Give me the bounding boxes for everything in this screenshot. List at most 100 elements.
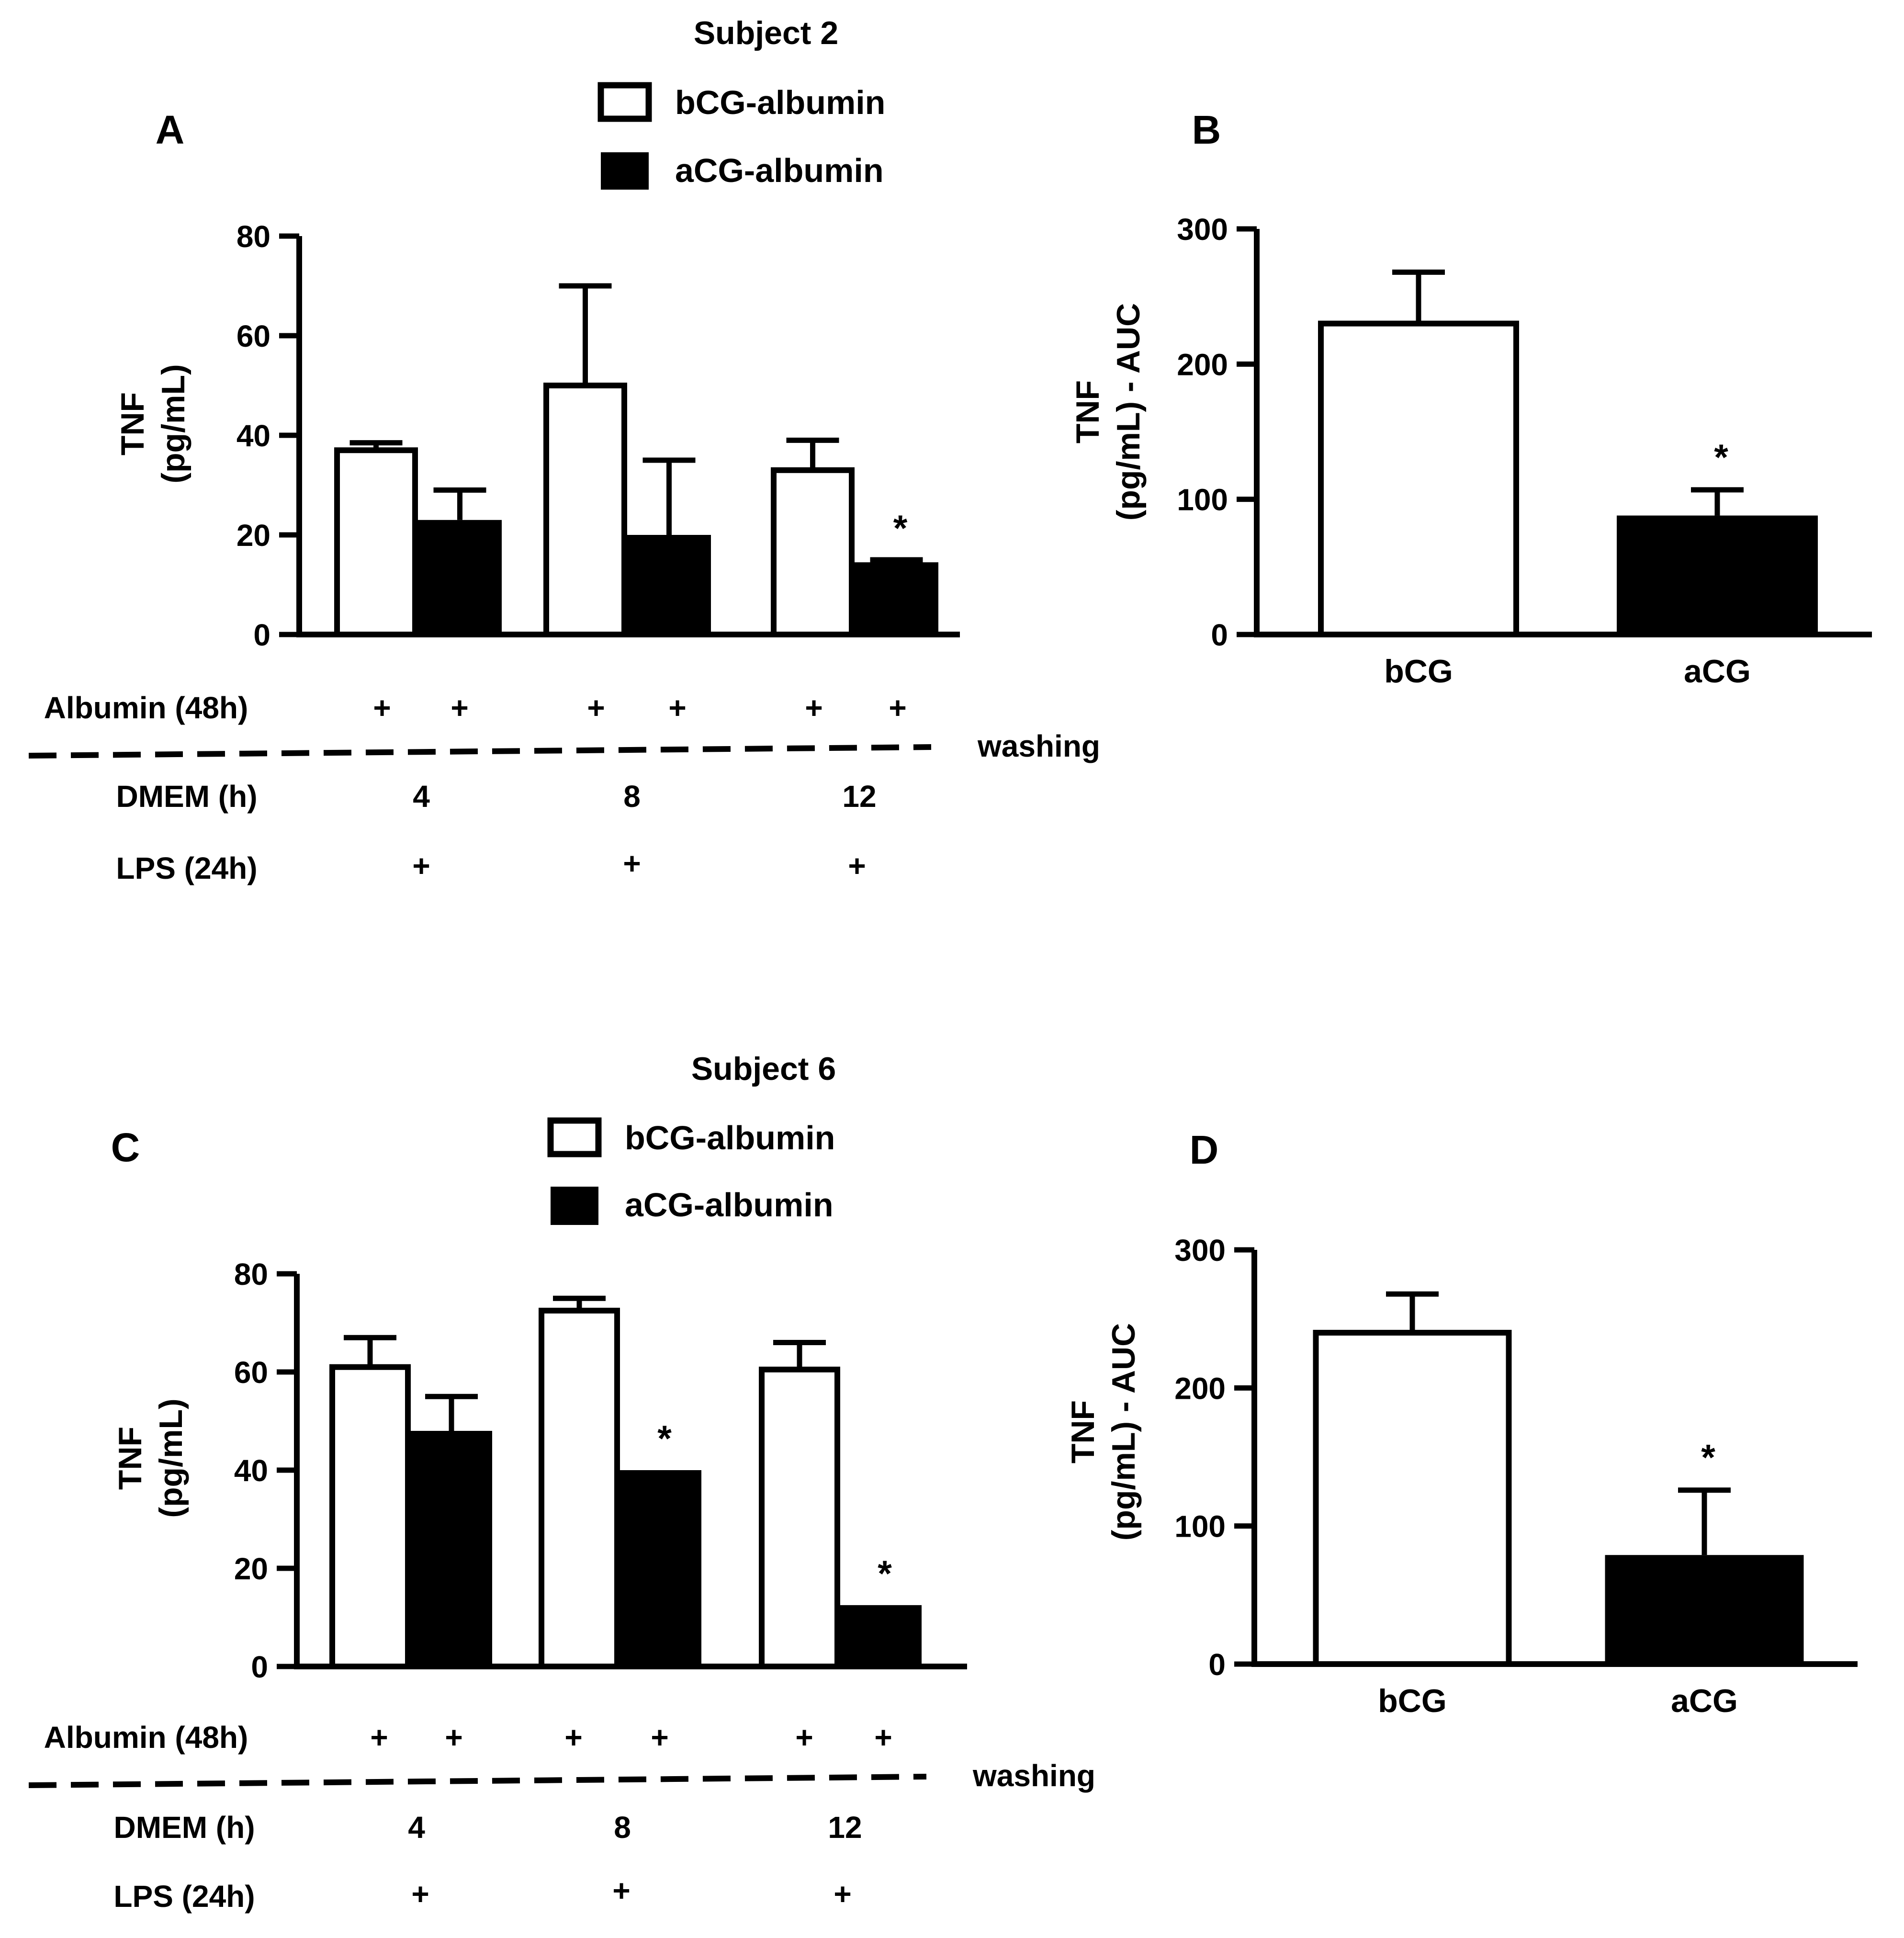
panel-letter: A xyxy=(156,107,185,152)
albumin-plus: + xyxy=(451,691,468,725)
y-tick-label: 40 xyxy=(234,1453,268,1488)
significance-asterisk: * xyxy=(878,1553,892,1594)
y-axis-title-line-1: TNF xyxy=(1070,380,1106,443)
y-tick-label: 20 xyxy=(237,518,270,553)
y-tick-label: 200 xyxy=(1177,347,1228,382)
y-tick-label: 0 xyxy=(1211,618,1228,652)
y-axis-title-line-1: TNF xyxy=(1065,1400,1101,1463)
bar-open xyxy=(334,447,418,637)
plot-area: 0 100 200 300 bCG aCG * xyxy=(1177,212,1872,690)
albumin-label: Albumin (48h) xyxy=(44,1720,248,1755)
plot-area: 0 20 40 60 80 * * xyxy=(234,1257,967,1684)
x-tick-label: bCG xyxy=(1378,1683,1447,1719)
albumin-plus: + xyxy=(651,1720,668,1755)
legend-label: aCG-albumin xyxy=(625,1186,834,1224)
panel-letter: D xyxy=(1190,1127,1219,1172)
significance-asterisk: * xyxy=(893,508,908,549)
y-tick-label: 80 xyxy=(234,1257,268,1292)
bar-open xyxy=(539,1307,620,1669)
y-tick-label: 100 xyxy=(1174,1509,1226,1544)
washing-divider xyxy=(28,1774,927,1788)
albumin-plus: + xyxy=(874,1720,892,1755)
panel-d: D TNF (pg/mL) - AUC 0 100 200 300 bCG aCG * xyxy=(1065,1127,1858,1719)
bar-solid xyxy=(855,562,938,635)
bar-solid xyxy=(840,1605,922,1666)
x-tick-label: aCG xyxy=(1671,1683,1738,1719)
plot-area: 0 20 40 60 80 * xyxy=(237,219,960,652)
y-tick-label: 20 xyxy=(234,1552,268,1586)
condition-table: Albumin (48h) + + + + + + washing DMEM (… xyxy=(28,691,1100,885)
bar-solid xyxy=(411,1431,492,1666)
dmem-value: 12 xyxy=(828,1810,862,1845)
bar-solid xyxy=(1617,515,1818,635)
bar-open xyxy=(1318,320,1519,637)
legend-label: bCG-albumin xyxy=(625,1119,835,1156)
y-axis-title-line-2: (pg/mL) - AUC xyxy=(1105,1323,1142,1541)
lps-plus: + xyxy=(412,849,430,883)
bar-open xyxy=(759,1366,840,1669)
legend-swatch-open xyxy=(597,82,652,122)
dmem-label: DMEM (h) xyxy=(113,1810,255,1845)
lps-plus: + xyxy=(411,1877,429,1911)
albumin-plus: + xyxy=(587,691,605,725)
x-tick-label: aCG xyxy=(1684,653,1751,690)
legend-label: aCG-albumin xyxy=(675,152,884,189)
bar-open xyxy=(543,383,627,637)
y-tick-label: 100 xyxy=(1177,483,1228,517)
panel-letter: C xyxy=(111,1125,140,1170)
x-tick-label: bCG xyxy=(1384,653,1453,690)
lps-label: LPS (24h) xyxy=(113,1879,255,1914)
subject-title: Subject 6 xyxy=(691,1051,836,1087)
dmem-value: 4 xyxy=(408,1810,425,1845)
significance-asterisk: * xyxy=(1701,1438,1715,1478)
legend-swatch-solid xyxy=(551,1187,598,1225)
dmem-label: DMEM (h) xyxy=(116,779,257,814)
albumin-plus: + xyxy=(668,691,686,725)
legend-swatch-solid xyxy=(601,152,649,190)
panel-b: B TNF (pg/mL) - AUC 0 100 200 300 bCG aCG * xyxy=(1070,107,1872,690)
bar-solid xyxy=(1605,1555,1804,1664)
washing-divider xyxy=(28,744,932,759)
y-tick-label: 0 xyxy=(253,618,270,652)
legend-swatch-open xyxy=(547,1117,602,1157)
dmem-value: 4 xyxy=(413,779,430,814)
panel-a: Subject 2 A bCG-albumin aCG-albumin TNF … xyxy=(28,15,1100,885)
albumin-plus: + xyxy=(373,691,391,725)
legend: bCG-albumin aCG-albumin xyxy=(597,82,885,190)
y-tick-label: 0 xyxy=(1208,1647,1226,1682)
washing-label: washing xyxy=(972,1758,1095,1793)
y-tick-label: 60 xyxy=(237,319,270,353)
condition-table: Albumin (48h) + + + + + + washing DMEM (… xyxy=(28,1720,1095,1914)
bar-open xyxy=(1313,1330,1512,1667)
subject-title: Subject 2 xyxy=(694,15,838,51)
dmem-value: 8 xyxy=(614,1810,631,1845)
dmem-value: 8 xyxy=(623,779,641,814)
y-axis-title-line-2: (pg/mL) - AUC xyxy=(1110,303,1147,521)
bar-open xyxy=(771,467,855,637)
lps-label: LPS (24h) xyxy=(116,851,257,885)
y-tick-label: 0 xyxy=(251,1650,268,1684)
legend-label: bCG-albumin xyxy=(675,84,885,121)
panel-letter: B xyxy=(1192,107,1221,152)
y-tick-label: 80 xyxy=(237,219,270,254)
significance-asterisk: * xyxy=(1714,437,1728,478)
y-tick-label: 200 xyxy=(1174,1371,1226,1405)
legend: bCG-albumin aCG-albumin xyxy=(547,1117,835,1225)
y-axis-title-line-2: (pg/mL) xyxy=(153,1398,189,1518)
y-tick-label: 40 xyxy=(237,419,270,453)
albumin-label: Albumin (48h) xyxy=(44,691,248,725)
bar-solid xyxy=(627,535,711,635)
bar-solid xyxy=(620,1470,701,1666)
y-tick-label: 300 xyxy=(1174,1233,1226,1268)
y-tick-label: 300 xyxy=(1177,212,1228,247)
lps-plus: + xyxy=(848,849,866,883)
panel-c: Subject 6 C bCG-albumin aCG-albumin TNF … xyxy=(28,1051,1095,1914)
lps-plus: + xyxy=(834,1877,851,1911)
washing-label: washing xyxy=(977,729,1100,763)
y-tick-label: 60 xyxy=(234,1355,268,1390)
y-axis-title-line-2: (pg/mL) xyxy=(155,364,192,483)
y-axis-title-line-1: TNF xyxy=(112,1427,148,1490)
y-axis-title-line-1: TNF xyxy=(114,392,151,455)
